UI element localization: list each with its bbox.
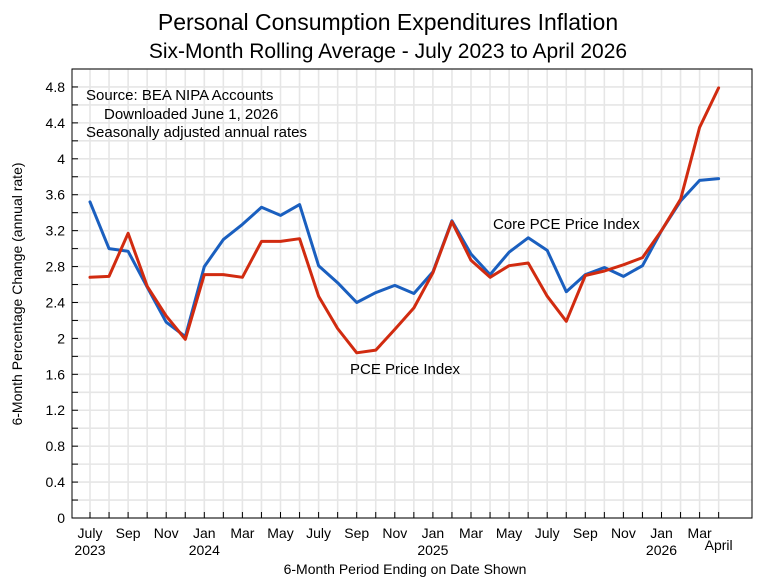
x-tick-label: Jan	[650, 525, 673, 541]
source-annotation-line2: Downloaded June 1, 2026	[104, 106, 278, 123]
chart-subtitle: Six-Month Rolling Average - July 2023 to…	[149, 40, 627, 63]
pce-series-label: PCE Price Index	[350, 361, 461, 378]
chart-title: Personal Consumption Expenditures Inflat…	[158, 9, 618, 35]
x-tick-label: Jan	[193, 525, 216, 541]
source-annotation-line3: Seasonally adjusted annual rates	[86, 124, 307, 141]
x-tick-year-label: 2025	[417, 542, 448, 558]
x-tick-label: Mar	[688, 525, 712, 541]
x-tick-label: Sep	[344, 525, 369, 541]
x-tick-label: Sep	[116, 525, 141, 541]
y-tick-label: 1.6	[46, 366, 66, 382]
x-tick-year-label: 2024	[189, 542, 220, 558]
x-tick-label: Nov	[154, 525, 179, 541]
y-tick-label: 3.2	[46, 223, 66, 239]
y-tick-label: 3.6	[46, 187, 66, 203]
y-tick-label: 0.8	[46, 438, 66, 454]
x-tick-label: Jan	[422, 525, 445, 541]
y-tick-label: 4.8	[46, 79, 66, 95]
x-tick-label: Nov	[382, 525, 407, 541]
y-tick-label: 4.4	[46, 115, 66, 131]
core-pce-price-index-line	[88, 177, 721, 339]
source-annotation-line1: Source: BEA NIPA Accounts	[86, 87, 273, 104]
x-tick-label: Mar	[230, 525, 254, 541]
y-tick-label: 4	[57, 151, 65, 167]
x-tick-label: Mar	[459, 525, 483, 541]
x-tick-label: May	[267, 525, 293, 541]
x-tick-label: May	[496, 525, 522, 541]
x-tick-year-label: April	[705, 537, 733, 553]
chart-grid	[72, 68, 752, 519]
y-tick-label: 2	[57, 330, 65, 346]
x-axis-label: 6-Month Period Ending on Date Shown	[284, 561, 527, 577]
y-tick-label: 2.4	[46, 294, 66, 310]
series-lines	[88, 86, 721, 355]
x-tick-label: Nov	[611, 525, 636, 541]
x-tick-year-label: 2023	[74, 542, 105, 558]
x-tick-label: July	[78, 525, 103, 541]
pce-price-index-line	[88, 86, 721, 355]
y-axis: 0 0.4 0.8 1.2 1.6 2 2.4 2.8 3.2 3.6 4 4.4 4.8	[46, 68, 78, 526]
x-tick-label: July	[535, 525, 560, 541]
x-tick-label: July	[306, 525, 331, 541]
core-pce-series-label: Core PCE Price Index	[493, 216, 640, 233]
y-axis-label: 6-Month Percentage Change (annual rate)	[9, 162, 25, 425]
plot-frame	[71, 68, 753, 519]
y-tick-label: 0	[57, 510, 65, 526]
y-tick-label: 2.8	[46, 259, 66, 275]
x-tick-year-label: 2026	[646, 542, 677, 558]
y-tick-label: 0.4	[46, 474, 66, 490]
y-tick-label: 1.2	[46, 402, 66, 418]
x-tick-label: Sep	[573, 525, 598, 541]
